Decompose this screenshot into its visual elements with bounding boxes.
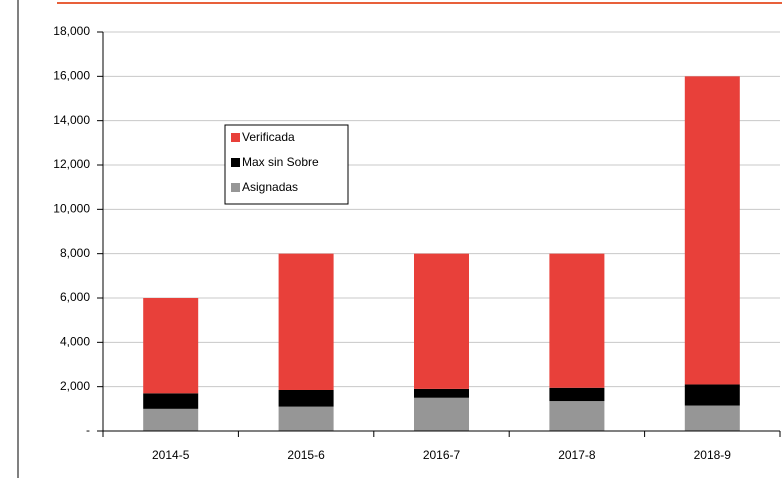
bar-segment — [278, 406, 334, 431]
y-tick-label: 16,000 — [53, 69, 90, 83]
bar-segment — [278, 389, 334, 407]
legend-label: Max sin Sobre — [242, 155, 319, 169]
y-tick-label: 4,000 — [60, 335, 90, 349]
bar-segment — [414, 397, 469, 431]
legend-label: Verificada — [242, 130, 295, 144]
y-tick-label: 2,000 — [60, 379, 90, 393]
bar-segment — [143, 408, 199, 431]
x-tick-label: 2016-7 — [423, 448, 461, 462]
bar-segment — [414, 388, 469, 398]
bar-segment — [278, 253, 334, 390]
y-tick-label: 12,000 — [53, 157, 90, 171]
y-tick-label: 10,000 — [53, 202, 90, 216]
bar-segment — [549, 387, 605, 402]
legend-swatch — [231, 133, 240, 142]
bar-segment — [414, 253, 469, 389]
y-tick-label: - — [86, 423, 90, 437]
x-tick-label: 2018-9 — [694, 448, 732, 462]
bar-segment — [684, 76, 740, 385]
x-tick-label: 2014-5 — [152, 448, 190, 462]
x-tick-label: 2017-8 — [558, 448, 596, 462]
y-tick-label: 18,000 — [53, 24, 90, 38]
bar-segment — [684, 405, 740, 431]
legend-label: Asignadas — [242, 180, 298, 194]
legend-swatch — [231, 183, 240, 192]
bar-segment — [684, 384, 740, 406]
x-tick-label: 2015-6 — [287, 448, 325, 462]
y-tick-label: 8,000 — [60, 246, 90, 260]
bar-segment — [143, 298, 199, 394]
legend-box — [224, 124, 349, 205]
legend-swatch — [231, 158, 240, 167]
y-tick-label: 14,000 — [53, 113, 90, 127]
bar-segment — [549, 401, 605, 431]
bar-segment — [143, 393, 199, 409]
y-tick-label: 6,000 — [60, 290, 90, 304]
bar-segment — [549, 253, 605, 388]
